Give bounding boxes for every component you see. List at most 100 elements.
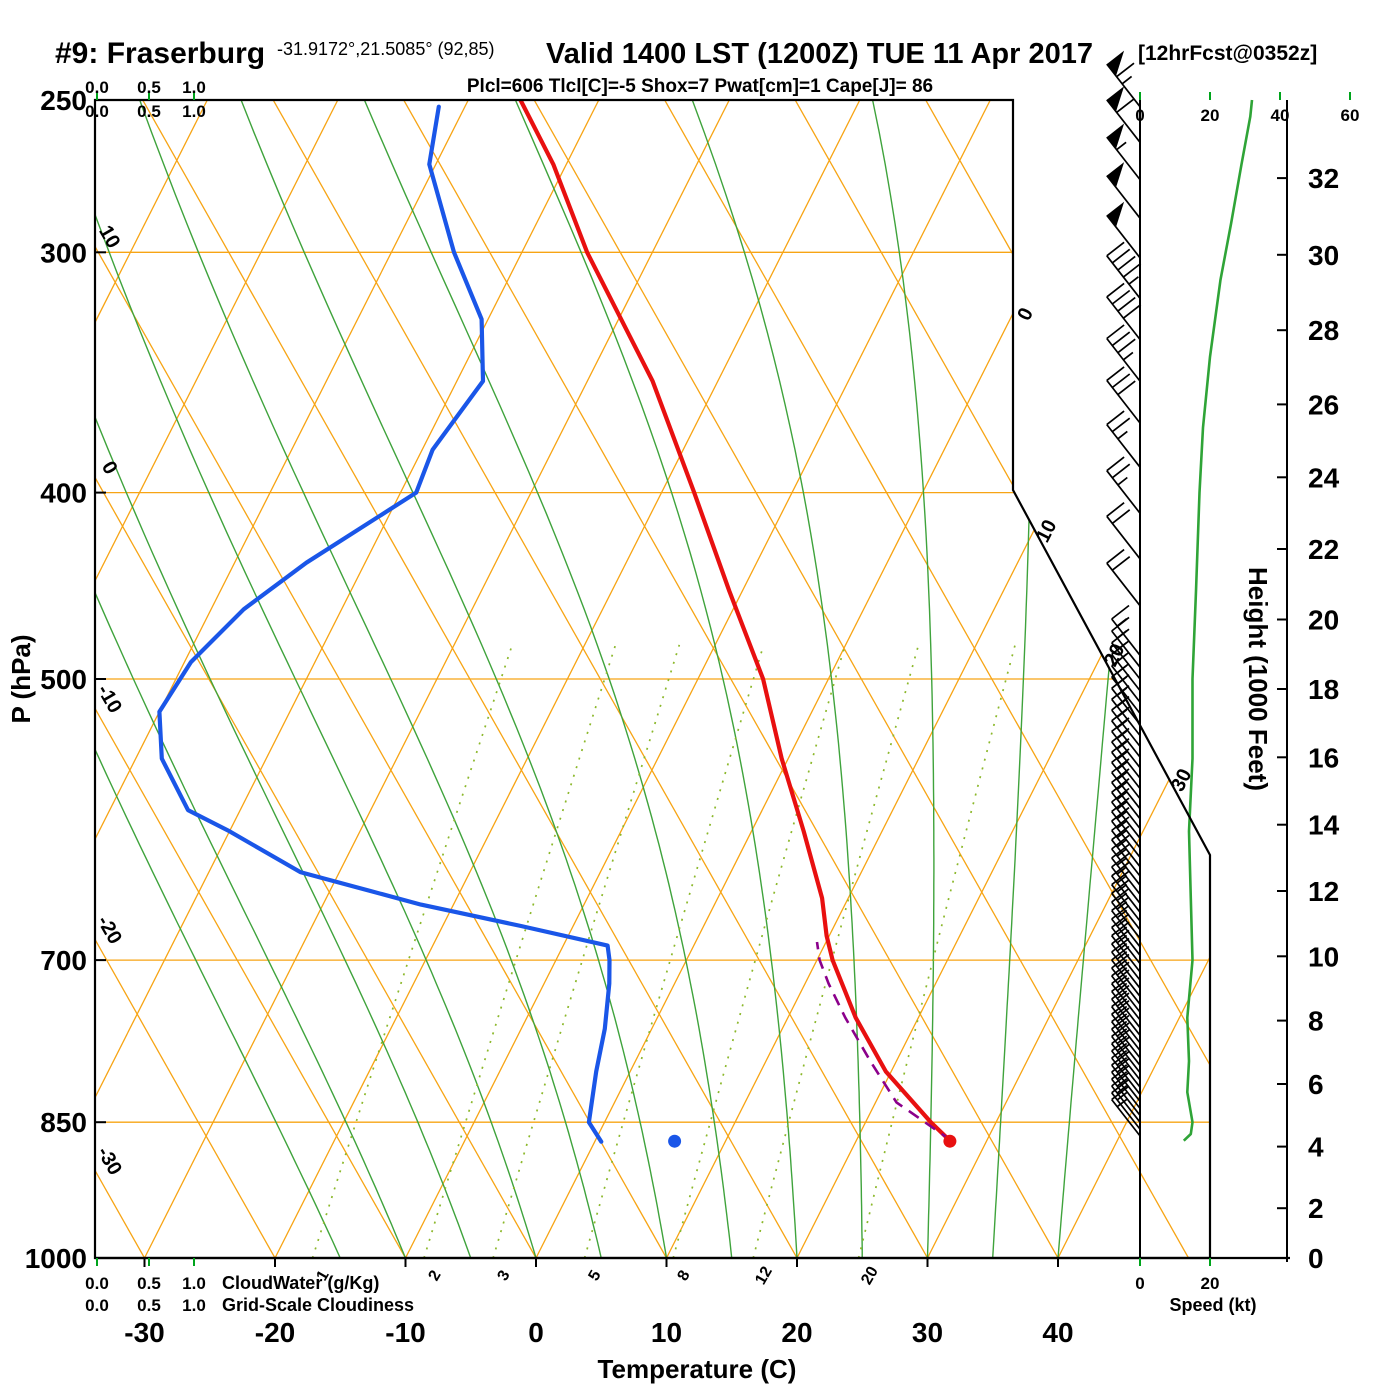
moist-adiabat-line [95, 100, 472, 1258]
wind-barb [1111, 1085, 1141, 1137]
moist-adiabat-line [691, 100, 863, 1258]
wind-barb [1111, 937, 1141, 989]
mixing-ratio-line [583, 644, 765, 1258]
pressure-tick-label: 300 [40, 237, 87, 268]
surface-dewpoint-marker [668, 1134, 682, 1148]
moist-adiabat-line [871, 100, 935, 1258]
title-coords: -31.9172°,21.5085° (92,85) [277, 39, 495, 59]
cloudiness-scale-bottom: 0.5 [137, 1296, 161, 1315]
wind-barb [1106, 282, 1142, 341]
moist-adiabat-line [95, 100, 537, 1258]
wind-barb [1111, 887, 1141, 939]
mixing-ratio-label: 12 [752, 1264, 776, 1288]
parcel-path [815, 941, 953, 1142]
pressure-axis-label: P (hPa) [6, 634, 36, 723]
cloudwater-scale-bottom: 1.0 [182, 1274, 206, 1293]
temperature-tick-label: -10 [385, 1317, 425, 1348]
height-tick-label: 8 [1308, 1006, 1324, 1037]
cloudwater-label: CloudWater (g/Kg) [222, 1273, 379, 1293]
cloudiness-scale-top: 0.0 [85, 102, 109, 121]
pressure-tick-label: 700 [40, 945, 87, 976]
isotherm-line [1057, 100, 1210, 1258]
temperature-tick-label: 0 [528, 1317, 544, 1348]
height-tick-label: 4 [1308, 1132, 1324, 1163]
height-tick-label: 0 [1308, 1243, 1324, 1274]
dry-adiabat-label: 0 [97, 458, 122, 479]
wind-barb-pennant [1106, 162, 1125, 188]
temperature-tick-label: 10 [651, 1317, 682, 1348]
background-lattice [95, 100, 1210, 1258]
speed-scale-bottom: 20 [1201, 1274, 1220, 1293]
moist-adiabat-line [363, 100, 733, 1258]
wind-barb [1106, 98, 1141, 143]
height-tick-label: 18 [1308, 674, 1339, 705]
wind-barb [1111, 904, 1141, 956]
pressure-tick-label: 1000 [25, 1243, 87, 1274]
wind-barb [1111, 945, 1141, 997]
temperature-tick-label: 20 [781, 1317, 812, 1348]
pressure-tick-label: 850 [40, 1107, 87, 1138]
wind-barb [1111, 896, 1141, 948]
height-tick-label: 20 [1308, 605, 1339, 636]
wind-barb [1111, 1050, 1141, 1102]
height-tick-label: 14 [1308, 810, 1340, 841]
wind-barb [1111, 929, 1141, 981]
cloudwater-scale-bottom: 0.0 [85, 1274, 109, 1293]
pressure-tick-label: 250 [40, 85, 87, 116]
dry-adiabat-label: 10 [94, 222, 124, 252]
isotherm-label: 0 [1013, 304, 1038, 324]
temperature-tick-label: 40 [1042, 1317, 1073, 1348]
height-tick-label: 26 [1308, 389, 1339, 420]
mixing-ratio-label: 8 [675, 1268, 694, 1284]
wind-barb [1111, 1064, 1141, 1116]
wind-barb [1111, 879, 1141, 931]
dry-adiabat-line [95, 100, 276, 1258]
wind-barb [1106, 324, 1141, 382]
temperature-tick-label: -30 [124, 1317, 164, 1348]
temperature-curve [518, 100, 954, 1144]
speed-scale-top: 20 [1201, 106, 1220, 125]
surface-temperature-marker [943, 1134, 957, 1148]
height-tick-label: 22 [1308, 534, 1339, 565]
height-tick-label: 30 [1308, 240, 1339, 271]
wind-barb [1106, 366, 1141, 424]
wind-barb [1106, 214, 1141, 259]
cloudwater-scale-bottom: 0.5 [137, 1274, 161, 1293]
mixing-ratio-label: 20 [858, 1264, 882, 1288]
speed-scale-top: 60 [1341, 106, 1360, 125]
title-forecast: [12hrFcst@0352z] [1138, 42, 1317, 65]
wind-speed-curve [1182, 99, 1254, 1142]
wind-barb [1111, 921, 1141, 973]
isotherm-line [926, 100, 1210, 1258]
wind-barb [1111, 1057, 1141, 1109]
dewpoint-curve [157, 104, 612, 1144]
temperature-tick-label: -20 [255, 1317, 295, 1348]
wind-barb [1106, 175, 1141, 219]
cloudwater-scale-top: 0.0 [85, 78, 109, 97]
mixing-ratio-line [492, 644, 681, 1258]
wind-barb [1106, 136, 1141, 181]
sounding-indices: Plcl=606 Tlcl[C]=-5 Shox=7 Pwat[cm]=1 Ca… [467, 76, 933, 97]
mixing-ratio-line [857, 644, 1016, 1258]
pressure-tick-label: 400 [40, 478, 87, 509]
wind-barb [1111, 953, 1141, 1005]
temperature-tick-label: 30 [912, 1317, 943, 1348]
height-tick-label: 6 [1308, 1069, 1324, 1100]
moist-adiabat-line [139, 100, 602, 1258]
pressure-tick-label: 500 [40, 664, 87, 695]
wind-barb-pennant [1106, 201, 1125, 228]
height-axis-label: Height (1000 Feet) [1243, 567, 1273, 791]
wind-barb [1106, 502, 1141, 560]
height-tick-label: 2 [1308, 1193, 1324, 1224]
temperature-axis-label: Temperature (C) [598, 1354, 797, 1384]
isotherm-line [95, 100, 208, 1258]
sounding-profiles [157, 100, 957, 1148]
mixing-ratio-line [311, 644, 514, 1258]
mixing-ratio-label: 5 [586, 1268, 605, 1284]
moist-adiabat-line [514, 100, 798, 1258]
isotherm-line [95, 100, 339, 1258]
cloudiness-scale-bottom: 0.0 [85, 1296, 109, 1315]
cloudiness-scale-top: 1.0 [182, 102, 206, 121]
